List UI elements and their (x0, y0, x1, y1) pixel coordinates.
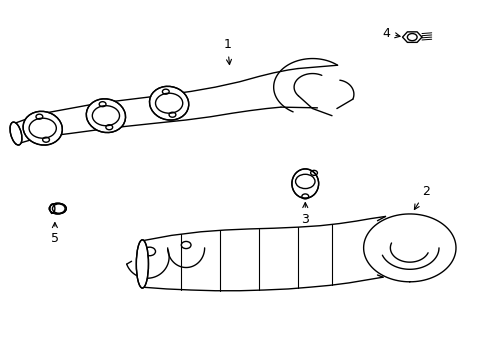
Ellipse shape (86, 99, 125, 132)
Text: 4: 4 (382, 27, 399, 40)
Ellipse shape (10, 122, 22, 145)
Ellipse shape (149, 86, 188, 120)
Text: 3: 3 (301, 203, 308, 226)
Ellipse shape (291, 169, 318, 198)
Ellipse shape (49, 203, 66, 214)
Ellipse shape (23, 111, 62, 145)
Text: 1: 1 (223, 39, 231, 64)
Ellipse shape (136, 240, 148, 288)
Text: 2: 2 (413, 185, 429, 210)
Text: 5: 5 (51, 222, 59, 245)
